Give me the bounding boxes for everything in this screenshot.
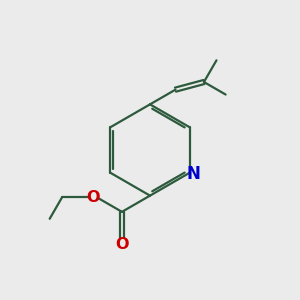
Text: N: N <box>186 165 200 183</box>
Text: O: O <box>115 237 129 252</box>
Text: O: O <box>86 190 100 205</box>
